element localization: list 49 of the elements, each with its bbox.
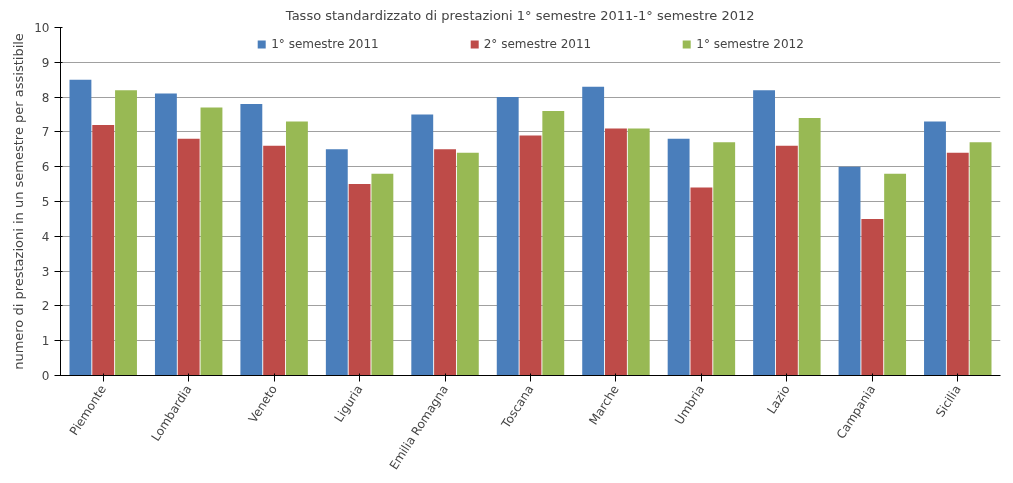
bar xyxy=(798,117,821,376)
y-tick-label: 3 xyxy=(41,264,50,279)
bar xyxy=(884,173,907,376)
bar xyxy=(542,111,565,376)
y-tick-label: 7 xyxy=(41,125,50,140)
bar xyxy=(861,218,884,376)
bar xyxy=(627,128,650,376)
bar xyxy=(582,86,605,376)
legend-label: 2° semestre 2011 xyxy=(483,37,592,51)
bar xyxy=(92,124,115,376)
bar xyxy=(154,93,177,376)
legend-label: 1° semestre 2011 xyxy=(271,37,379,51)
bar xyxy=(519,135,542,376)
y-tick-label: 5 xyxy=(41,195,50,209)
bar xyxy=(924,121,946,376)
bar xyxy=(285,121,308,376)
bar xyxy=(456,152,479,376)
y-tick-label: 8 xyxy=(41,90,50,105)
bar xyxy=(434,149,456,376)
bar xyxy=(605,128,627,376)
bar xyxy=(348,184,371,376)
bar xyxy=(713,142,736,376)
bar xyxy=(411,114,434,376)
bar xyxy=(667,138,690,376)
bar xyxy=(371,173,394,376)
y-tick-label: 0 xyxy=(41,369,50,383)
bar xyxy=(240,104,263,376)
bar xyxy=(200,107,223,376)
bar xyxy=(775,145,798,376)
bar xyxy=(115,90,137,376)
y-tick-label: 6 xyxy=(41,160,50,175)
legend-label: 1° semestre 2012 xyxy=(696,37,804,51)
bar xyxy=(177,138,200,376)
bar xyxy=(690,187,713,376)
bar xyxy=(325,149,348,376)
y-tick-label: 2 xyxy=(41,299,50,314)
bar xyxy=(496,97,519,376)
y-axis-title: numero di prestazioni in un semestre per assistibile xyxy=(11,33,27,370)
bar xyxy=(753,90,776,376)
bar xyxy=(69,79,92,376)
y-tick-label: 10 xyxy=(34,21,50,35)
bar xyxy=(838,166,861,376)
bar xyxy=(946,152,969,376)
chart-title: Tasso standardizzato di prestazioni 1° semestre 2011-1° semestre 2012 xyxy=(284,7,755,23)
y-tick-label: 1 xyxy=(41,334,50,349)
y-tick-label: 9 xyxy=(41,55,50,70)
bar xyxy=(969,142,992,376)
bar xyxy=(263,145,286,376)
y-tick-label: 4 xyxy=(41,229,50,244)
